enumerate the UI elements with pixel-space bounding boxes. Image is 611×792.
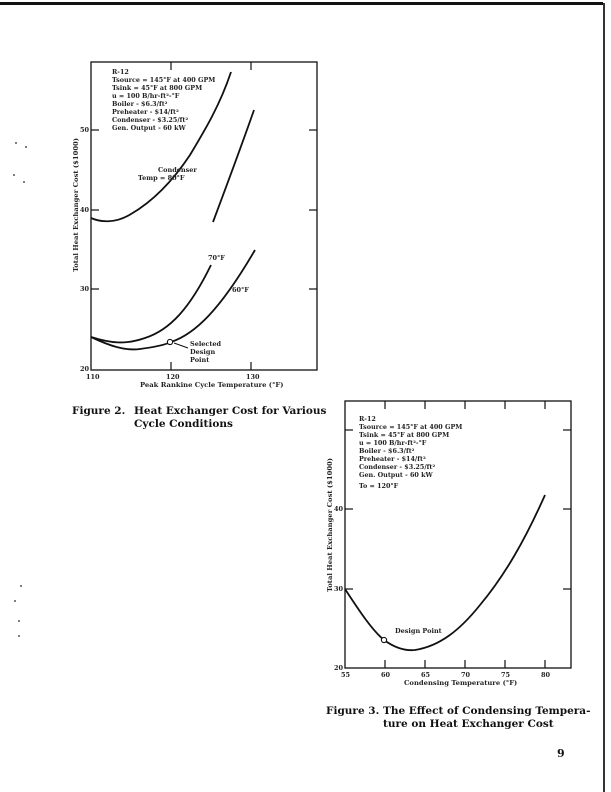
selected-design-point-marker — [166, 338, 174, 346]
fig3-xtick-80: 80 — [541, 671, 551, 679]
curve-80F — [90, 71, 232, 223]
figure-3-parameters: R-12 Tsource = 145°F at 400 GPM Tsink = … — [359, 415, 462, 490]
fig3-xtick-55: 55 — [341, 671, 351, 679]
figure-2-caption-number: Figure 2. — [72, 405, 126, 417]
figure-3-caption-text: The Effect of Condensing Tempera- ture o… — [383, 705, 590, 731]
param-gen-output: Gen. Output - 60 kW — [359, 471, 433, 479]
figure-2-frame — [90, 61, 318, 371]
fig2-ytick-40: 40 — [80, 206, 90, 214]
param-to: To = 120°F — [359, 482, 399, 490]
figure-3-frame — [344, 400, 572, 669]
scan-speck — [15, 142, 17, 144]
curve-70F-upper — [212, 109, 255, 223]
label-60F: 60°F — [232, 286, 249, 294]
fig2-ytick-20: 20 — [80, 365, 90, 373]
fig2-x-axis-title: Peak Rankine Cycle Temperature (°F) — [140, 381, 284, 389]
curve-cost-vs-condensing-temp — [344, 494, 546, 652]
page-right-border — [603, 3, 605, 792]
scan-speck — [25, 146, 27, 148]
figure-2-caption-line2: Cycle Conditions — [134, 418, 233, 430]
param-boiler: Boiler - $6.3/ft² — [359, 447, 415, 455]
curve-70F-lower — [90, 264, 212, 344]
page-top-border — [0, 2, 603, 5]
figure-2-caption: Figure 2. Heat Exchanger Cost for Variou… — [72, 405, 332, 435]
fig3-xtick-70: 70 — [461, 671, 471, 679]
param-refrigerant: R-12 — [359, 415, 376, 423]
figure-3-caption: Figure 3. The Effect of Condensing Tempe… — [326, 705, 596, 735]
fig2-xtick-120: 120 — [166, 373, 180, 381]
label-condenser-line1: Condenser — [158, 166, 197, 174]
design-point-marker — [380, 636, 388, 644]
page-number: 9 — [557, 747, 565, 760]
scan-speck — [18, 635, 20, 637]
figure-2-plot — [90, 61, 318, 371]
figure-2-caption-line1: Heat Exchanger Cost for Various — [134, 405, 327, 417]
param-tsource: Tsource = 145°F at 400 GPM — [359, 423, 463, 431]
scan-speck — [23, 181, 25, 183]
label-condenser-line2: Temp = 80°F — [138, 174, 185, 182]
param-condenser: Condenser - $3.25/ft² — [359, 463, 436, 471]
param-preheater: Preheater - $14/ft² — [112, 108, 179, 116]
design-line2: Design — [190, 348, 216, 356]
param-u: u = 100 B/hr-ft²-°F — [359, 439, 427, 447]
param-tsink: Tsink = 45°F at 800 GPM — [359, 431, 450, 439]
fig3-x-axis-title: Condensing Temperature (°F) — [404, 679, 518, 687]
scan-speck — [14, 600, 16, 602]
fig3-xtick-60: 60 — [381, 671, 391, 679]
label-condenser-80F: Condenser Temp = 80°F — [138, 166, 197, 182]
figure-2-chart: R-12 Tsource = 145°F at 400 GPM Tsink = … — [72, 61, 318, 389]
label-selected-design-point: Selected Design Point — [190, 340, 221, 364]
figure-3-chart: R-12 Tsource = 145°F at 400 GPM Tsink = … — [326, 400, 572, 687]
param-condenser: Condenser - $3.25/ft² — [112, 116, 189, 124]
param-tsource: Tsource = 145°F at 400 GPM — [112, 76, 216, 84]
param-gen-output: Gen. Output - 60 kW — [112, 124, 186, 132]
fig2-xtick-110: 110 — [86, 373, 100, 381]
figure-3-caption-line2: ture on Heat Exchanger Cost — [383, 718, 554, 730]
param-tsink: Tsink = 45°F at 800 GPM — [112, 84, 203, 92]
design-line3: Point — [190, 356, 210, 364]
param-refrigerant: R-12 — [112, 68, 129, 76]
figure-3-caption-number: Figure 3. — [326, 705, 380, 717]
label-design-point: Design Point — [395, 627, 442, 635]
fig3-y-axis-title: Total Heat Exchanger Cost ($1000) — [326, 458, 334, 592]
scan-speck — [20, 585, 22, 587]
curve-60F — [90, 249, 256, 351]
fig2-ytick-30: 30 — [80, 285, 90, 293]
figure-3-caption-line1: The Effect of Condensing Tempera- — [383, 705, 591, 717]
param-preheater: Preheater - $14/ft² — [359, 455, 426, 463]
fig3-ytick-20: 20 — [334, 664, 344, 672]
figure-2-parameters: R-12 Tsource = 145°F at 400 GPM Tsink = … — [112, 68, 215, 132]
fig3-ytick-40: 40 — [334, 505, 344, 513]
fig3-ytick-30: 30 — [334, 585, 344, 593]
figure-2-caption-text: Heat Exchanger Cost for Various Cycle Co… — [134, 405, 326, 431]
param-boiler: Boiler - $6.3/ft² — [112, 100, 168, 108]
design-line1: Selected — [190, 340, 222, 348]
figure-3-plot — [344, 400, 572, 669]
fig2-ytick-50: 50 — [80, 126, 90, 134]
fig3-xtick-65: 65 — [421, 671, 431, 679]
param-u: u = 100 B/hr-ft²-°F — [112, 92, 180, 100]
fig3-xtick-75: 75 — [501, 671, 511, 679]
scan-speck — [18, 620, 20, 622]
scan-speck — [13, 174, 15, 176]
fig2-xtick-130: 130 — [246, 373, 260, 381]
label-70F: 70°F — [208, 254, 225, 262]
